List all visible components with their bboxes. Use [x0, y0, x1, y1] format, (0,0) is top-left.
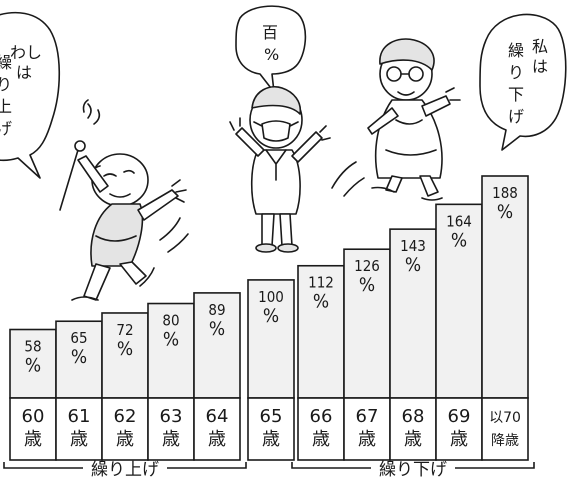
value-label: 72: [116, 321, 133, 339]
bubble-right-text-6: げ: [508, 107, 524, 126]
bubble-left-text-2: は: [16, 63, 32, 82]
value-unit-label: %: [451, 229, 467, 251]
bubble-left-text-3: 繰: [0, 53, 12, 72]
value-unit-label: %: [313, 291, 329, 313]
value-unit-label: %: [359, 274, 375, 296]
value-label: 164: [446, 212, 472, 230]
category-label-top: 61: [68, 406, 91, 427]
category-label-top: 以70: [489, 410, 521, 426]
bubble-left-text-6: げ: [0, 119, 12, 138]
speech-bubble-left: わし は 繰 り 上 げ: [0, 13, 59, 178]
category-label-top: 64: [206, 406, 229, 427]
bubble-right-text-5: 下: [508, 85, 524, 104]
category-label-bottom: 歳: [116, 429, 134, 450]
value-label: 100: [258, 288, 284, 306]
category-cell: [482, 398, 528, 460]
old-woman-figure: [332, 39, 460, 200]
speech-bubble-right: 私 は 繰 り 下 げ: [480, 14, 566, 150]
value-unit-label: %: [117, 338, 133, 360]
category-label-top: 67: [356, 406, 379, 427]
value-unit-label: %: [25, 355, 41, 377]
value-label: 112: [308, 274, 334, 292]
value-unit-label: %: [405, 254, 421, 276]
category-label-bottom: 歳: [70, 429, 88, 450]
category-label-top: 65: [260, 406, 283, 427]
group-label: 繰り下げ: [379, 460, 447, 479]
category-label-top: 62: [114, 406, 137, 427]
category-label-bottom: 歳: [404, 429, 422, 450]
value-label: 89: [208, 301, 225, 319]
value-label: 80: [162, 312, 179, 330]
bubble-left-text-4: り: [0, 75, 12, 94]
category-label-top: 66: [310, 406, 333, 427]
speech-bubble-middle: 百 %: [236, 6, 305, 92]
bubble-right-text-3: 繰: [508, 41, 524, 60]
value-unit-label: %: [263, 305, 279, 327]
value-label: 126: [354, 257, 380, 275]
category-label-bottom: 歳: [312, 429, 330, 450]
value-label: 188: [492, 184, 518, 202]
value-unit-label: %: [209, 318, 225, 340]
bubble-right-text-2: は: [532, 57, 548, 76]
category-label-bottom: 歳: [162, 429, 180, 450]
value-label: 65: [70, 329, 87, 347]
value-unit-label: %: [163, 329, 179, 351]
bubble-right-text-1: 私: [532, 37, 548, 56]
category-label-bottom: 歳: [358, 429, 376, 450]
category-label-bottom: 歳: [262, 429, 280, 450]
bubble-right-text-4: り: [508, 63, 524, 82]
category-label-bottom: 歳: [450, 429, 468, 450]
category-label-bottom: 降歳: [491, 433, 519, 449]
category-label-bottom: 歳: [24, 429, 42, 450]
category-label-top: 68: [402, 406, 425, 427]
man-figure: [230, 87, 330, 252]
category-label-bottom: 歳: [208, 429, 226, 450]
category-label-top: 69: [448, 406, 471, 427]
bubble-left-text-5: 上: [0, 97, 12, 116]
category-label-top: 60: [22, 406, 45, 427]
value-unit-label: %: [71, 346, 87, 368]
group-label: 繰り上げ: [91, 460, 159, 479]
old-man-figure: [60, 100, 188, 300]
value-label: 143: [400, 237, 426, 255]
bubble-left-text-1: わし: [10, 43, 42, 62]
category-label-top: 63: [160, 406, 183, 427]
value-unit-label: %: [497, 201, 513, 223]
bubble-middle-text-1: 百: [262, 23, 278, 42]
bubble-middle-text-2: %: [264, 45, 279, 64]
value-label: 58: [24, 338, 41, 356]
